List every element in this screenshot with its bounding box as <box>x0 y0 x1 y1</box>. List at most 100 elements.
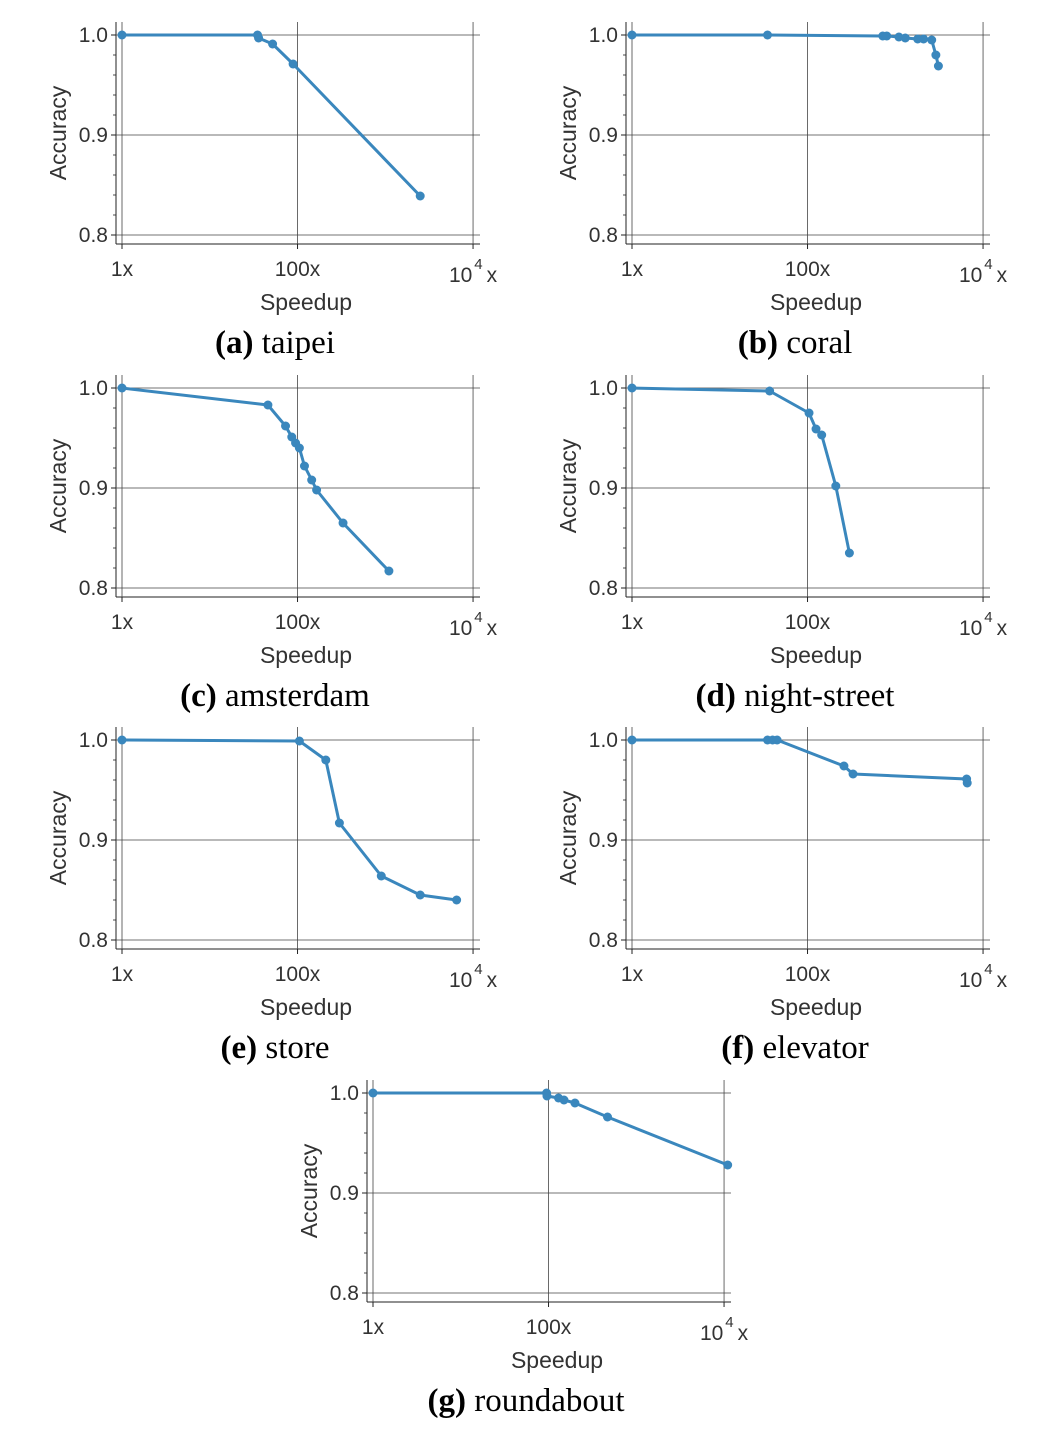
data-point <box>321 755 331 765</box>
caption-name: amsterdam <box>225 678 370 714</box>
series-line <box>632 33 940 67</box>
data-point <box>765 386 775 396</box>
chart-caption-elevator: (f) elevator <box>595 1030 995 1067</box>
data-point <box>294 443 304 453</box>
x-tick-label: 10 4 x <box>449 256 498 287</box>
data-point <box>415 191 425 201</box>
data-point <box>900 33 910 43</box>
x-tick-label: 1x <box>111 611 134 634</box>
y-tick-label: 0.9 <box>330 1182 359 1205</box>
chart-panel-elevator: 0.8 0.9 1.0 1x 100x 10 4 x Speedup Accuracy (f) e… <box>510 705 1030 1067</box>
x-axis-label: Speedup <box>511 1347 603 1373</box>
chart-coral: 0.8 0.9 1.0 1x 100x 10 4 x Speedup Accuracy <box>555 22 1008 315</box>
caption-name: taipei <box>261 325 336 361</box>
data-point <box>844 548 854 558</box>
data-point <box>299 461 309 471</box>
y-axis-label: Accuracy <box>296 1143 322 1238</box>
y-tick-label: 0.9 <box>589 477 618 500</box>
chart-panel-night-street: 0.8 0.9 1.0 1x 100x 10 4 x Speedup Accuracy (d) n… <box>510 353 1030 715</box>
data-point <box>559 1095 569 1105</box>
y-tick-label: 0.8 <box>589 224 618 247</box>
chart-amsterdam: 0.8 0.9 1.0 1x 100x 10 4 x Speedup Accuracy <box>45 375 498 668</box>
data-point <box>763 30 773 40</box>
y-tick-label: 0.9 <box>79 477 108 500</box>
x-tick-label: 1x <box>621 258 644 281</box>
y-tick-label: 0.8 <box>79 224 108 247</box>
y-axis-label: Accuracy <box>555 438 581 533</box>
chart-roundabout: 0.8 0.9 1.0 1x 100x 10 4 x Speedup Accuracy <box>296 1080 749 1373</box>
data-point <box>263 400 273 410</box>
data-point <box>772 735 782 745</box>
data-point <box>570 1098 580 1108</box>
y-tick-label: 1.0 <box>79 729 108 752</box>
y-tick-label: 0.9 <box>79 829 108 852</box>
series-line <box>122 33 422 198</box>
chart-panel-store: 0.8 0.9 1.0 1x 100x 10 4 x Speedup Accuracy (e) s… <box>0 705 520 1066</box>
x-axis-label: Speedup <box>770 289 862 315</box>
data-point <box>288 59 298 69</box>
x-tick-label: 100x <box>785 258 831 281</box>
x-tick-label: 100x <box>785 963 831 986</box>
caption-name: night-street <box>744 678 895 714</box>
y-axis-label: Accuracy <box>555 790 581 885</box>
data-point <box>931 50 941 60</box>
caption-letter: (a) <box>214 325 254 361</box>
x-tick-label: 1x <box>362 1316 385 1339</box>
y-tick-label: 1.0 <box>589 24 618 47</box>
y-tick-label: 0.9 <box>589 124 618 147</box>
chart-caption-amsterdam: (c) amsterdam <box>75 678 475 715</box>
data-point <box>627 735 637 745</box>
chart-caption-night-street: (d) night-street <box>595 678 995 715</box>
caption-letter: (c) <box>180 678 217 714</box>
y-tick-label: 1.0 <box>79 24 108 47</box>
data-point <box>919 34 929 44</box>
x-tick-label: 1x <box>111 963 134 986</box>
x-tick-label: 10 4 x <box>449 609 498 640</box>
y-tick-label: 1.0 <box>589 729 618 752</box>
caption-letter: (d) <box>695 678 736 714</box>
y-tick-label: 0.8 <box>589 929 618 952</box>
chart-night-street: 0.8 0.9 1.0 1x 100x 10 4 x Speedup Accuracy <box>555 375 1008 668</box>
data-point <box>268 39 278 49</box>
data-point <box>338 518 348 528</box>
chart-panel-taipei: 0.8 0.9 1.0 1x 100x 10 4 x Speedup Accuracy (a) t… <box>0 0 520 361</box>
data-point <box>962 778 972 788</box>
data-point <box>839 761 849 771</box>
data-point <box>882 31 892 41</box>
data-point <box>627 30 637 40</box>
y-tick-label: 0.9 <box>79 124 108 147</box>
y-axis-label: Accuracy <box>45 85 71 180</box>
y-axis-label: Accuracy <box>45 438 71 533</box>
y-tick-label: 1.0 <box>330 1082 359 1105</box>
y-axis-label: Accuracy <box>45 790 71 885</box>
y-tick-label: 1.0 <box>589 377 618 400</box>
caption-name: coral <box>786 325 853 361</box>
x-tick-label: 100x <box>275 963 321 986</box>
chart-elevator: 0.8 0.9 1.0 1x 100x 10 4 x Speedup Accuracy <box>555 727 1008 1020</box>
data-point <box>384 566 394 576</box>
data-point <box>294 736 304 746</box>
series-line <box>121 386 390 573</box>
y-axis-label: Accuracy <box>555 85 581 180</box>
x-tick-label: 100x <box>785 611 831 634</box>
y-tick-label: 0.8 <box>79 577 108 600</box>
data-point <box>804 408 814 418</box>
series-line <box>373 1091 729 1167</box>
y-tick-label: 1.0 <box>79 377 108 400</box>
x-tick-label: 10 4 x <box>959 256 1008 287</box>
caption-name: elevator <box>762 1030 869 1066</box>
data-point <box>334 818 344 828</box>
data-point <box>368 1088 378 1098</box>
x-tick-label: 1x <box>111 258 134 281</box>
data-point <box>117 30 127 40</box>
series-line <box>631 386 851 554</box>
data-point <box>452 895 462 905</box>
data-point <box>848 769 858 779</box>
caption-letter: (g) <box>427 1383 466 1419</box>
caption-letter: (e) <box>220 1030 258 1066</box>
chart-store: 0.8 0.9 1.0 1x 100x 10 4 x Speedup Accuracy <box>45 727 498 1020</box>
x-tick-label: 10 4 x <box>959 609 1008 640</box>
caption-letter: (f) <box>721 1030 755 1066</box>
x-tick-label: 10 4 x <box>449 961 498 992</box>
caption-name: roundabout <box>474 1383 625 1419</box>
